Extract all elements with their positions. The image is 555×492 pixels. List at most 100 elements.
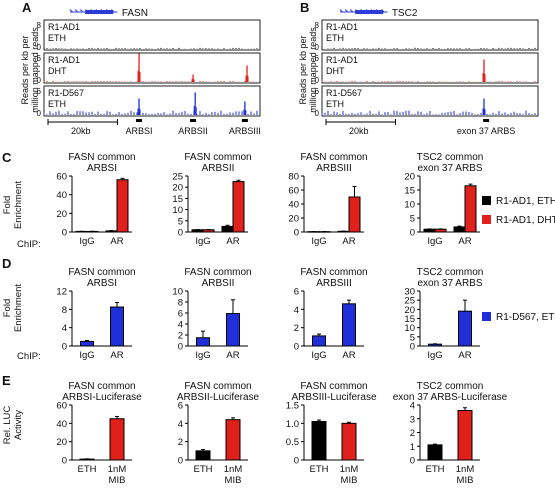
x-tick-label: ETH (310, 464, 329, 475)
track-ymax: 6 (37, 87, 42, 96)
bar (195, 450, 211, 461)
chip-row-label: ChIP: (17, 239, 41, 250)
y-tick-label: 25 (404, 296, 415, 307)
track-label: R1-D567 (48, 88, 84, 98)
y-tick-label: 8 (178, 298, 183, 309)
binding-site-label: exon 37 ARBS (457, 126, 516, 136)
y-axis-label: Rel. LUC (2, 406, 13, 445)
y-tick-label: 6 (178, 401, 183, 412)
y-tick-label: 4 (294, 305, 299, 316)
x-tick-label: ETH (194, 464, 213, 475)
y-axis-label-2: Enrichment (13, 284, 24, 332)
y-tick-label: 10 (404, 323, 415, 334)
y-tick-label: 20 (404, 305, 415, 316)
y-tick-label: 0 (62, 342, 67, 353)
scale-bar-label: 20kb (71, 126, 91, 136)
x-tick-label: IgG (79, 350, 94, 361)
chart-title: TSC2 common (417, 267, 484, 278)
y-axis-label: Fold (2, 299, 13, 317)
y-tick-label: 4 (178, 419, 183, 430)
y-tick-label: 2 (294, 323, 299, 334)
y-tick-label: 40 (288, 200, 299, 211)
legend-swatch (482, 196, 491, 205)
x-tick-label-2: MIB (225, 475, 242, 486)
track-ymin: 0 (315, 76, 320, 85)
y-tick-label: 2 (178, 437, 183, 448)
y-axis-label-2: Activity (13, 410, 24, 440)
y-tick-label: 0 (294, 342, 299, 353)
x-tick-label: 1nM (224, 464, 243, 475)
y-tick-label: 6 (178, 309, 183, 320)
track-yaxis-label: Reads per kb per (20, 35, 30, 104)
y-tick-label: 0 (62, 456, 67, 467)
bar (457, 410, 473, 461)
binding-site-marker (483, 119, 490, 122)
y-tick-label: 2 (178, 331, 183, 342)
track-ymin: 0 (37, 109, 42, 118)
x-tick-label: AR (342, 350, 355, 361)
binding-site-marker (241, 119, 248, 122)
y-tick-label: 0 (178, 456, 183, 467)
gene-exon-arrow (69, 9, 73, 13)
bar (348, 196, 361, 233)
panel-letter-C: C (2, 150, 12, 165)
y-tick-label: 15 (404, 314, 415, 325)
bar (225, 419, 241, 461)
chart-title: FASN common (300, 152, 367, 163)
track-label: R1-AD1 (326, 55, 358, 65)
binding-site-label: ARBSIII (229, 126, 261, 136)
y-tick-label: 4 (410, 401, 415, 412)
legend-label: R1-AD1, ETH (496, 196, 555, 207)
legend-label: R1-AD1, DHT (496, 215, 555, 226)
bar (202, 229, 215, 233)
x-tick-label: IgG (195, 236, 210, 247)
chart-subtitle: ARBSI-Luciferase (62, 392, 142, 403)
x-tick-label: AR (226, 236, 239, 247)
y-tick-label: 0 (294, 456, 299, 467)
chart-subtitle: ARBSIII-Luciferase (291, 392, 376, 403)
y-tick-label: 20 (172, 183, 183, 194)
y-tick-label: 3 (410, 414, 415, 425)
y-tick-label: 25 (172, 172, 183, 183)
track-label: R1-AD1 (326, 22, 358, 32)
chart-subtitle: ARBSI (87, 278, 117, 289)
track-label-condition: ETH (326, 99, 344, 109)
y-tick-label: 60 (288, 186, 299, 197)
gene-exon-block (85, 10, 114, 14)
y-tick-label: 1.5 (286, 401, 299, 412)
chart-subtitle: ARBSII (202, 163, 235, 174)
legend-swatch (482, 312, 491, 321)
x-tick-label: IgG (311, 350, 326, 361)
chart-title: FASN common (184, 152, 251, 163)
x-tick-label: IgG (427, 236, 442, 247)
track-ymin: 0 (37, 43, 42, 52)
track-ymax: 6 (315, 54, 320, 63)
bar (116, 179, 129, 233)
y-tick-label: 0 (410, 228, 415, 239)
bar (109, 418, 125, 461)
y-tick-label: 0 (62, 228, 67, 239)
y-tick-label: 60 (56, 172, 67, 183)
track-ymin: 0 (315, 109, 320, 118)
bar (453, 226, 466, 233)
x-tick-label: AR (110, 350, 123, 361)
x-tick-label: IgG (427, 350, 442, 361)
y-tick-label: 0 (294, 228, 299, 239)
bar (428, 343, 442, 347)
bar (464, 185, 477, 233)
gene-exon-arrow (339, 9, 343, 13)
y-tick-label: 40 (56, 190, 67, 201)
y-tick-label: 15 (172, 194, 183, 205)
track-ymax: 6 (37, 54, 42, 63)
y-tick-label: 60 (56, 401, 67, 412)
x-tick-label: AR (458, 236, 471, 247)
track-ymin: 0 (37, 76, 42, 85)
y-tick-label: 0 (410, 342, 415, 353)
track-ymax: 8 (315, 21, 320, 30)
chart-title: FASN common (68, 381, 135, 392)
y-tick-label: 30 (404, 287, 415, 298)
y-tick-label: 20 (56, 209, 67, 220)
x-tick-label: IgG (311, 236, 326, 247)
track-yaxis-label: Reads per kb per (298, 35, 308, 104)
chart-title: TSC2 common (417, 152, 484, 163)
